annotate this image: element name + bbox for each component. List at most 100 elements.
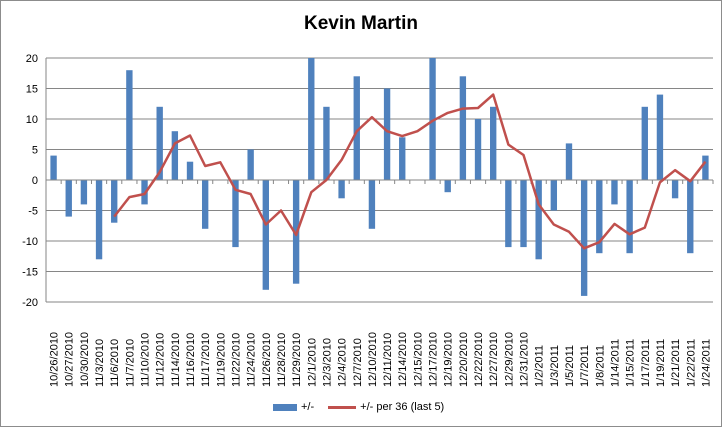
x-tick-label: 10/26/2010: [49, 332, 61, 387]
bar: [641, 106, 648, 180]
legend-item-bars: +/-: [273, 401, 314, 413]
bar: [596, 180, 603, 254]
x-tick-label: 11/6/2010: [109, 339, 121, 387]
x-tick-label: 10/27/2010: [64, 332, 76, 387]
x-tick-label: 12/7/2010: [352, 338, 364, 387]
bar: [459, 76, 467, 180]
x-tick-label: 12/11/2010: [382, 333, 394, 387]
bar: [520, 180, 527, 248]
x-tick-label: 12/10/2010: [367, 332, 379, 387]
bar: [80, 180, 88, 205]
x-tick-label: 12/29/2010: [503, 332, 515, 387]
y-tick-label: 10: [26, 114, 38, 126]
line-series: [113, 93, 707, 250]
x-tick-label: 12/20/2010: [458, 332, 470, 387]
y-tick-label: -15: [22, 267, 38, 279]
x-tick-label: 1/2/2011: [534, 345, 546, 387]
bar: [535, 180, 542, 260]
x-tick-label: 12/17/2010: [428, 332, 440, 387]
x-tick-label: 11/24/2010: [246, 333, 258, 387]
legend-bar-swatch: [273, 403, 297, 411]
bar: [444, 180, 451, 193]
x-tick-label: 12/22/2010: [473, 332, 485, 387]
bar: [368, 180, 376, 229]
bar: [611, 180, 618, 205]
bar: [687, 180, 694, 254]
x-tick-label: 1/3/2011: [549, 345, 561, 387]
x-tick-label: 12/27/2010: [488, 332, 500, 387]
x-tick-label: 1/15/2011: [625, 339, 637, 387]
x-tick-label: 1/17/2011: [640, 339, 652, 387]
bar: [490, 106, 497, 180]
y-tick-label: 20: [26, 53, 38, 65]
x-tick-label: 12/15/2010: [412, 332, 424, 387]
x-tick-label: 11/14/2010: [170, 333, 182, 387]
y-tick-label: 15: [26, 84, 38, 96]
x-tick-label: 11/7/2010: [124, 339, 136, 387]
x-tick-label: 11/12/2010: [155, 333, 167, 387]
bar: [65, 180, 72, 217]
bar: [580, 180, 588, 296]
x-tick-label: 12/31/2010: [519, 332, 531, 387]
x-tick-label: 11/16/2010: [185, 333, 197, 387]
bar: [338, 180, 345, 199]
x-tick-label: 1/22/2011: [685, 339, 697, 387]
bar: [656, 94, 664, 180]
bar: [626, 180, 633, 254]
legend: +/- +/- per 36 (last 5): [273, 399, 458, 415]
x-tick-label: 11/17/2010: [200, 333, 212, 387]
bar: [429, 58, 436, 180]
bar: [262, 180, 269, 290]
bar: [308, 58, 315, 180]
x-tick-label: 11/10/2010: [140, 333, 152, 387]
bar: [702, 155, 709, 180]
bar: [126, 70, 133, 180]
x-tick-label: 12/4/2010: [337, 338, 349, 387]
x-tick-label: 12/19/2010: [443, 332, 455, 387]
bar: [383, 88, 391, 180]
bar: [247, 149, 254, 180]
x-tick-label: 12/3/2010: [321, 338, 333, 387]
x-tick-label: 11/19/2010: [215, 333, 227, 387]
x-tick-label: 1/8/2011: [594, 345, 606, 387]
x-tick-label: 1/21/2011: [670, 339, 682, 387]
y-tick-label: -20: [22, 297, 38, 309]
x-tick-label: 11/26/2010: [261, 333, 273, 387]
x-tick-label: 11/29/2010: [291, 333, 303, 387]
y-tick-label: -10: [22, 236, 38, 248]
y-tick-label: 0: [32, 175, 38, 187]
bar: [232, 180, 239, 248]
y-tick-label: -5: [28, 206, 38, 218]
legend-line-swatch: [328, 405, 357, 409]
bar: [201, 180, 209, 229]
x-tick-label: 1/24/2011: [700, 339, 712, 387]
x-tick-label: 11/3/2010: [94, 339, 106, 387]
bar: [50, 155, 57, 180]
x-tick-label: 11/28/2010: [276, 333, 288, 387]
bar: [95, 180, 103, 260]
legend-item-line: +/- per 36 (last 5): [328, 401, 444, 413]
legend-label-bars: +/-: [301, 401, 315, 413]
chart-title: Kevin Martin: [303, 13, 419, 34]
bar: [474, 119, 482, 180]
bar: [111, 180, 118, 223]
x-tick-label: 1/7/2011: [579, 345, 591, 387]
bar: [550, 180, 558, 211]
x-tick-label: 1/14/2011: [609, 339, 621, 387]
x-tick-label: 1/5/2011: [564, 345, 576, 387]
bar: [156, 106, 163, 180]
bar: [399, 137, 406, 180]
bar: [671, 180, 679, 199]
bar: [171, 131, 179, 180]
x-tick-label: 12/14/2010: [397, 332, 409, 387]
x-tick-label: 1/19/2011: [655, 339, 667, 387]
y-tick-label: 5: [32, 145, 38, 157]
bar: [505, 180, 512, 248]
x-tick-label: 11/22/2010: [230, 333, 242, 387]
legend-label-line: +/- per 36 (last 5): [360, 401, 445, 413]
bar: [323, 106, 330, 180]
x-tick-label: 12/1/2010: [306, 338, 318, 387]
x-tick-label: 10/30/2010: [79, 332, 91, 387]
